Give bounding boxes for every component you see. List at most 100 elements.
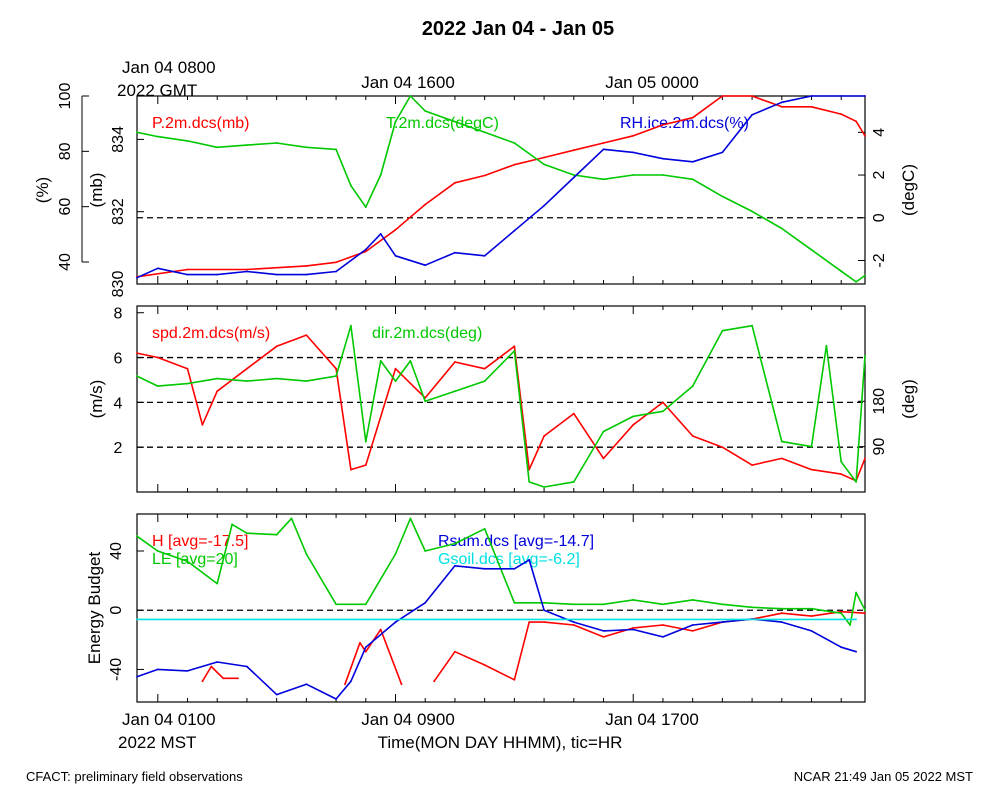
top-time-label-1a: Jan 04 0800: [122, 58, 216, 77]
series-line-p3-2-point: [513, 567, 516, 570]
series-line-p3-2-point: [810, 630, 813, 632]
series-line-p3-0-seg0-point: [237, 677, 239, 680]
series-line-p3-1-point: [186, 560, 189, 563]
energy-axis-tick-label: 40: [108, 542, 125, 560]
series-line-p2-0-point: [810, 468, 813, 471]
series-line-p2-0-point: [275, 345, 278, 348]
series-line-p1-0-point: [602, 142, 605, 144]
series-line-p2-0-point: [721, 446, 724, 449]
series-line-p3-2-point: [483, 567, 486, 570]
series-line-p3-1-point: [394, 553, 397, 555]
series-line-p2-1-point: [721, 329, 724, 332]
series-line-p2-1-point: [528, 481, 531, 483]
series-line-p3-0-seg0-point: [210, 665, 213, 668]
series-line-p1-0-point: [632, 134, 635, 137]
series-line-p2-0-point: [780, 457, 783, 460]
series-line-p3-2-point: [156, 668, 159, 671]
percent-axis-tick-label: 100: [57, 83, 74, 110]
series-line-p1-1-point: [424, 110, 427, 112]
series-line-p2-1-point: [136, 375, 138, 377]
series-line-p1-1-point: [483, 131, 486, 134]
series-line-p3-3-point: [136, 618, 138, 621]
series-line-p2-1-point: [275, 377, 278, 380]
series-line-p2-1-point: [691, 385, 694, 387]
series-line-p3-2-point: [572, 621, 575, 623]
series-line-p3-0-seg2-point: [691, 630, 694, 632]
series-line-p3-0-seg0: [201, 665, 238, 682]
reference-lines: [137, 217, 865, 611]
series-line-p1-1-point: [632, 174, 635, 176]
series-line-p1-1-point: [691, 178, 694, 181]
series-line-p3-2-point: [136, 675, 138, 678]
series-line-p1-2-point: [602, 148, 605, 151]
series-label-h: H [avg=-17.5]: [152, 533, 249, 550]
series-line-p3-0-seg1-point: [379, 628, 382, 631]
series-line-p3-0-seg0-point: [201, 680, 204, 683]
series-line-p2-1-point: [186, 382, 189, 385]
series-line-p3-2-point: [350, 680, 352, 683]
degc-axis-tick-label: 2: [871, 170, 888, 179]
series-line-p1-0-point: [840, 113, 843, 115]
series-line-p2-0-point: [136, 352, 138, 354]
degc-axis-tick-label: 4: [871, 128, 888, 137]
series-line-p2-0-point: [602, 457, 605, 460]
top-time-label-1b: 2022 GMT: [117, 81, 197, 100]
series-line-p1-2-point: [335, 270, 337, 273]
series-line-p2-0-point: [840, 473, 843, 475]
series-line-p3-2-point: [424, 601, 427, 604]
series-line-p1-1-point: [409, 95, 412, 97]
series-line-p3-0-seg2-point: [810, 615, 813, 617]
series-line-p3-2-point: [454, 564, 456, 567]
axis-label-degc: (degC): [899, 164, 918, 216]
series-line-p2-1-point: [543, 486, 545, 488]
series-line-p1-1-point: [721, 195, 724, 198]
series-line-p3-0-seg2-point: [513, 678, 516, 681]
series-line-p1-0-point: [364, 250, 367, 253]
series-line-p2-0-point: [335, 367, 337, 370]
series-label-le: LE [avg=20]: [152, 551, 238, 568]
series-line-p1-1-point: [305, 146, 308, 149]
series-line-p1-1-point: [364, 206, 367, 209]
series-line-p1-1-point: [780, 227, 783, 230]
series-line-p3-0-seg2-point: [632, 627, 635, 629]
series-line-p1-1-point: [513, 142, 516, 144]
series-line-p3-1-point: [543, 601, 545, 604]
deg-axis-tick-label: 90: [871, 438, 888, 456]
series-line-p3-2-point: [246, 665, 248, 668]
series-line-p2-0-point: [864, 457, 866, 460]
ms-axis-tick-label: 8: [114, 306, 123, 323]
series-line-p3-1-point: [409, 517, 412, 520]
series-line-p1-2-point: [864, 95, 866, 97]
series-line-p3-0-seg2-point: [454, 650, 456, 653]
ms-axis-tick-label: 2: [114, 440, 123, 457]
series-line-p1-2-point: [721, 151, 724, 154]
series-line-p1-1-point: [810, 248, 813, 251]
series-line-p3-1-point: [855, 591, 857, 594]
series-line-p1-2-point: [364, 248, 367, 251]
series-line-p2-0-point: [454, 361, 456, 363]
series-line-p1-2-point: [840, 95, 843, 97]
axis-label-deg: (deg): [899, 379, 918, 419]
series-line-p1-2-point: [454, 251, 456, 254]
x-axis-label: Time(MON DAY HHMM), tic=HR: [378, 733, 623, 752]
bottom-time-label-1b: 2022 MST: [118, 733, 196, 752]
series-line-p2-0-point: [305, 334, 308, 336]
series-line-p2-1-point: [350, 324, 352, 327]
series-line-p3-1-point: [231, 523, 234, 526]
series-line-p1-0-point: [483, 174, 486, 177]
series-line-p3-0-seg1-point: [344, 683, 346, 686]
series-line-p2-1-point: [513, 350, 516, 352]
series-line-p3-1-point: [691, 599, 694, 601]
series-line-p1-1-point: [394, 120, 397, 123]
series-line-p3-0-seg2: [433, 610, 866, 682]
series-line-p3-0-seg2-point: [572, 624, 575, 626]
series-line-p2-1-point: [156, 385, 159, 387]
series-line-p3-0-seg0-point: [222, 677, 225, 680]
series-line-p2-0-point: [662, 401, 664, 404]
series-line-p3-0-seg1-point: [359, 641, 361, 644]
series-line-p1-0-point: [721, 95, 724, 97]
axis-label-mb: (mb): [87, 173, 106, 208]
series-line-p3-1-point: [864, 609, 866, 612]
series-line-p3-2-point: [632, 628, 635, 631]
